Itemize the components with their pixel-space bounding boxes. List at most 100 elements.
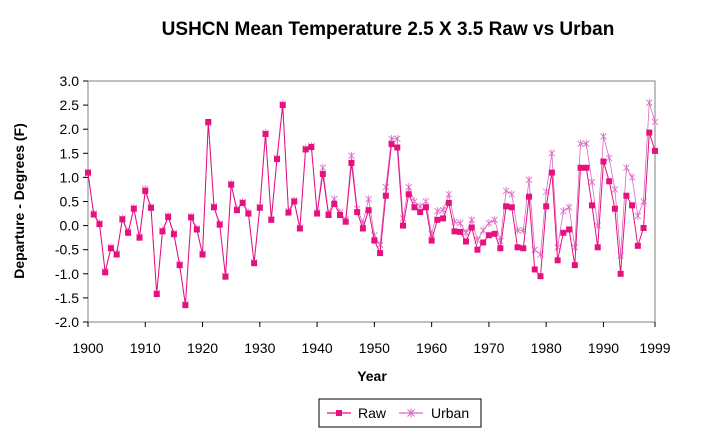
data-point-raw [302, 146, 309, 153]
data-point-raw [491, 230, 498, 237]
data-point-raw [159, 228, 166, 235]
data-point-urban [416, 202, 424, 211]
y-tick-label: 2.5 [60, 97, 80, 113]
data-point-raw [634, 242, 641, 249]
data-point-raw [520, 245, 527, 252]
legend-urban-marker [407, 408, 415, 418]
data-point-urban [628, 173, 636, 182]
data-point-urban [611, 185, 619, 194]
data-point-raw [274, 156, 280, 163]
x-axis: 1900 1910 1920 1930 1940 1950 1960 1970 1980 1990… [72, 322, 671, 356]
data-point-raw [589, 202, 595, 209]
data-point-urban [456, 219, 464, 228]
data-point-raw [503, 203, 510, 210]
y-tick-label: -0.5 [55, 242, 79, 258]
data-point-raw [296, 225, 303, 232]
data-point-raw [560, 229, 567, 236]
data-point-raw [417, 209, 424, 216]
x-axis-title: Year [357, 368, 387, 384]
data-point-raw [222, 273, 229, 280]
x-tick-label: 1960 [416, 340, 447, 356]
data-point-raw [652, 147, 658, 154]
data-point-urban [382, 183, 390, 192]
data-point-raw [405, 191, 412, 198]
data-point-raw [554, 257, 561, 264]
data-point-raw [445, 199, 452, 206]
data-point-raw [571, 262, 578, 269]
data-point-urban [651, 117, 659, 126]
chart-title: USHCN Mean Temperature 2.5 X 3.5 Raw vs … [162, 19, 615, 40]
data-point-urban [645, 98, 653, 107]
data-point-raw [428, 237, 435, 244]
data-point-raw [291, 198, 298, 205]
data-point-raw [377, 250, 384, 257]
data-point-raw [646, 129, 653, 136]
data-point-raw [193, 226, 200, 233]
data-point-urban [565, 203, 573, 212]
data-point-raw [463, 238, 469, 245]
data-point-raw [119, 216, 126, 223]
data-point-raw [188, 214, 195, 221]
x-tick-label: 1980 [531, 340, 562, 356]
x-tick-label: 1920 [187, 340, 218, 356]
data-point-raw [337, 211, 343, 218]
data-point-raw [170, 231, 177, 238]
data-point-urban [479, 226, 487, 235]
data-point-raw [359, 225, 366, 232]
y-tick-label: -1.5 [55, 290, 79, 306]
data-point-raw [468, 224, 475, 231]
data-point-raw [268, 216, 275, 223]
data-point-urban [319, 163, 327, 172]
data-point-raw [285, 209, 292, 216]
data-point-raw [256, 204, 263, 211]
data-point-urban [468, 215, 476, 224]
series-line-urban [87, 102, 656, 305]
data-point-raw [279, 102, 286, 109]
legend: Raw Urban [318, 398, 482, 428]
y-tick-label: 1.5 [60, 145, 80, 161]
data-point-raw [611, 205, 618, 212]
data-point-raw [319, 171, 326, 178]
y-tick-label: -1.0 [55, 266, 79, 282]
data-point-urban [623, 163, 630, 172]
data-point-urban [605, 154, 613, 163]
x-tick-label: 1999 [639, 340, 670, 356]
x-tick-label: 1910 [130, 340, 161, 356]
data-point-raw [629, 202, 636, 209]
data-point-raw [623, 192, 630, 199]
data-point-raw [382, 192, 389, 199]
data-point-urban [525, 175, 533, 184]
data-point-raw [251, 260, 258, 267]
data-point-raw [526, 193, 532, 200]
data-point-urban [376, 240, 384, 249]
data-point-raw [107, 245, 114, 252]
data-point-raw [205, 118, 212, 125]
data-point-raw [308, 144, 315, 151]
data-point-urban [445, 190, 453, 199]
x-tick-label: 1970 [473, 340, 504, 356]
data-point-raw [400, 222, 406, 229]
y-axis-title: Departure - Degrees (F) [11, 123, 27, 279]
data-point-urban [485, 219, 493, 228]
data-point-raw [594, 244, 601, 251]
data-point-raw [314, 210, 321, 217]
data-point-raw [537, 273, 544, 280]
data-point-urban [600, 132, 607, 141]
data-point-raw [531, 266, 538, 273]
data-point-raw [394, 144, 401, 151]
data-point-raw [485, 232, 492, 239]
data-point-urban [582, 139, 590, 148]
data-point-raw [130, 205, 137, 212]
data-point-raw [348, 159, 355, 166]
data-point-urban [560, 207, 567, 216]
y-tick-label: 1.0 [60, 169, 80, 185]
data-point-raw [165, 213, 172, 220]
data-point-raw [142, 187, 149, 194]
y-tick-label: -2.0 [55, 314, 79, 330]
data-point-raw [153, 291, 160, 298]
data-point-urban [588, 178, 596, 187]
data-point-urban [508, 190, 516, 199]
data-point-raw [85, 169, 91, 176]
data-point-raw [325, 211, 332, 218]
data-point-raw [228, 181, 235, 188]
